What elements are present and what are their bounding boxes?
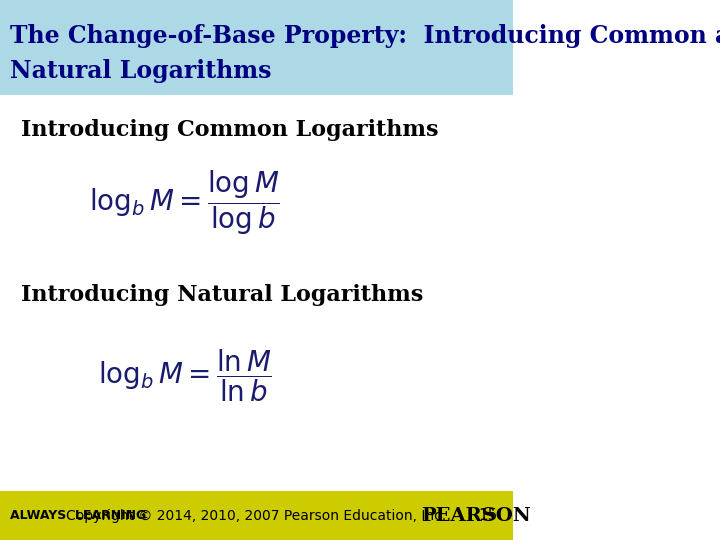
- Text: $\log_b M = \dfrac{\ln M}{\ln b}$: $\log_b M = \dfrac{\ln M}{\ln b}$: [98, 347, 271, 403]
- Text: 15: 15: [478, 508, 498, 523]
- Text: Copyright © 2014, 2010, 2007 Pearson Education, Inc.: Copyright © 2014, 2010, 2007 Pearson Edu…: [66, 509, 446, 523]
- Text: Natural Logarithms: Natural Logarithms: [10, 59, 271, 83]
- Text: Introducing Common Logarithms: Introducing Common Logarithms: [20, 119, 438, 141]
- FancyBboxPatch shape: [0, 94, 513, 491]
- FancyBboxPatch shape: [0, 0, 513, 94]
- Text: The Change-of-Base Property:  Introducing Common and: The Change-of-Base Property: Introducing…: [10, 24, 720, 48]
- Text: Introducing Natural Logarithms: Introducing Natural Logarithms: [20, 284, 423, 306]
- Text: PEARSON: PEARSON: [420, 507, 531, 525]
- Text: ALWAYS  LEARNING: ALWAYS LEARNING: [10, 509, 146, 522]
- FancyBboxPatch shape: [0, 491, 513, 540]
- Text: $\log_b M = \dfrac{\log M}{\log b}$: $\log_b M = \dfrac{\log M}{\log b}$: [89, 168, 280, 237]
